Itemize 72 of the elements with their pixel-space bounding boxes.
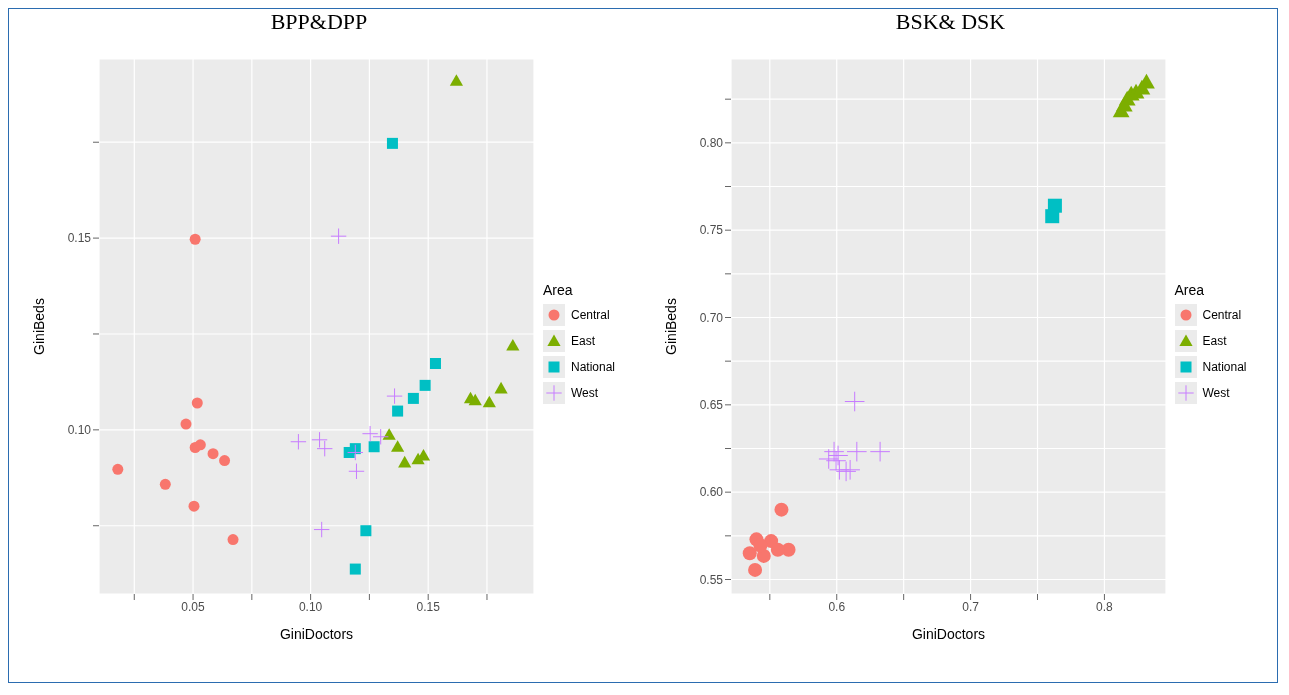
point [494, 381, 508, 394]
point [227, 534, 239, 546]
point [207, 448, 219, 460]
legend-label: Central [571, 308, 610, 322]
point [343, 446, 355, 458]
x-axis-title: GiniDoctors [911, 626, 985, 642]
legend-title: Area [1174, 282, 1206, 298]
point [407, 392, 419, 404]
point [180, 418, 192, 430]
x-tick-label: 0.7 [961, 599, 979, 614]
point [368, 441, 380, 453]
point [360, 525, 372, 537]
point [429, 358, 441, 370]
point [752, 538, 767, 553]
y-tick-label: 0.80 [699, 136, 723, 151]
point [482, 395, 496, 408]
legend-label: National [1202, 360, 1247, 374]
point [770, 542, 785, 557]
y-tick-label: 0.65 [699, 398, 723, 413]
point [449, 74, 464, 86]
point [348, 463, 365, 480]
point [188, 500, 200, 512]
point [468, 393, 482, 406]
point [191, 397, 203, 409]
point [398, 455, 412, 468]
y-axis-title: GiniBeds [30, 298, 47, 355]
y-tick-label: 0.75 [699, 223, 723, 238]
legend-label: West [1202, 386, 1230, 400]
y-axis-title: GiniBeds [662, 298, 679, 355]
legend-label: National [571, 360, 616, 374]
point [391, 440, 405, 452]
point [372, 428, 389, 445]
point [419, 379, 431, 391]
point [382, 428, 396, 440]
point [747, 562, 762, 577]
x-tick-label: 0.10 [298, 599, 323, 614]
chart-title: BSK& DSK [894, 9, 1007, 36]
point [194, 439, 206, 451]
point [361, 425, 379, 442]
point [392, 405, 404, 417]
legend-label: West [571, 386, 599, 400]
point [159, 478, 171, 490]
x-axis-title: GiniDoctors [279, 626, 354, 642]
legend-label: Central [1202, 308, 1242, 322]
legend-label: East [1202, 334, 1227, 348]
point [349, 563, 361, 575]
chart-title: BPP&DPP [269, 9, 369, 36]
y-tick-label: 0.70 [699, 310, 723, 325]
point [347, 444, 364, 461]
point [506, 338, 520, 351]
x-tick-label: 0.05 [181, 599, 206, 614]
point [219, 455, 231, 467]
point [330, 227, 347, 245]
x-tick-label: 0.6 [827, 599, 845, 614]
legend-label: East [571, 334, 596, 348]
y-tick-label: 0.60 [699, 485, 723, 500]
point [112, 463, 124, 475]
point [742, 546, 757, 561]
point [773, 502, 788, 517]
point [869, 441, 890, 462]
point [313, 521, 330, 538]
x-tick-label: 0.8 [1095, 599, 1113, 614]
point [290, 433, 307, 450]
point [843, 391, 865, 412]
point [1047, 198, 1062, 213]
y-tick-label: 0.55 [699, 572, 723, 587]
x-tick-label: 0.15 [416, 599, 441, 614]
point [189, 233, 201, 245]
legend-title: Area [543, 282, 574, 298]
point [846, 441, 867, 462]
point [386, 387, 403, 405]
point [386, 137, 398, 149]
